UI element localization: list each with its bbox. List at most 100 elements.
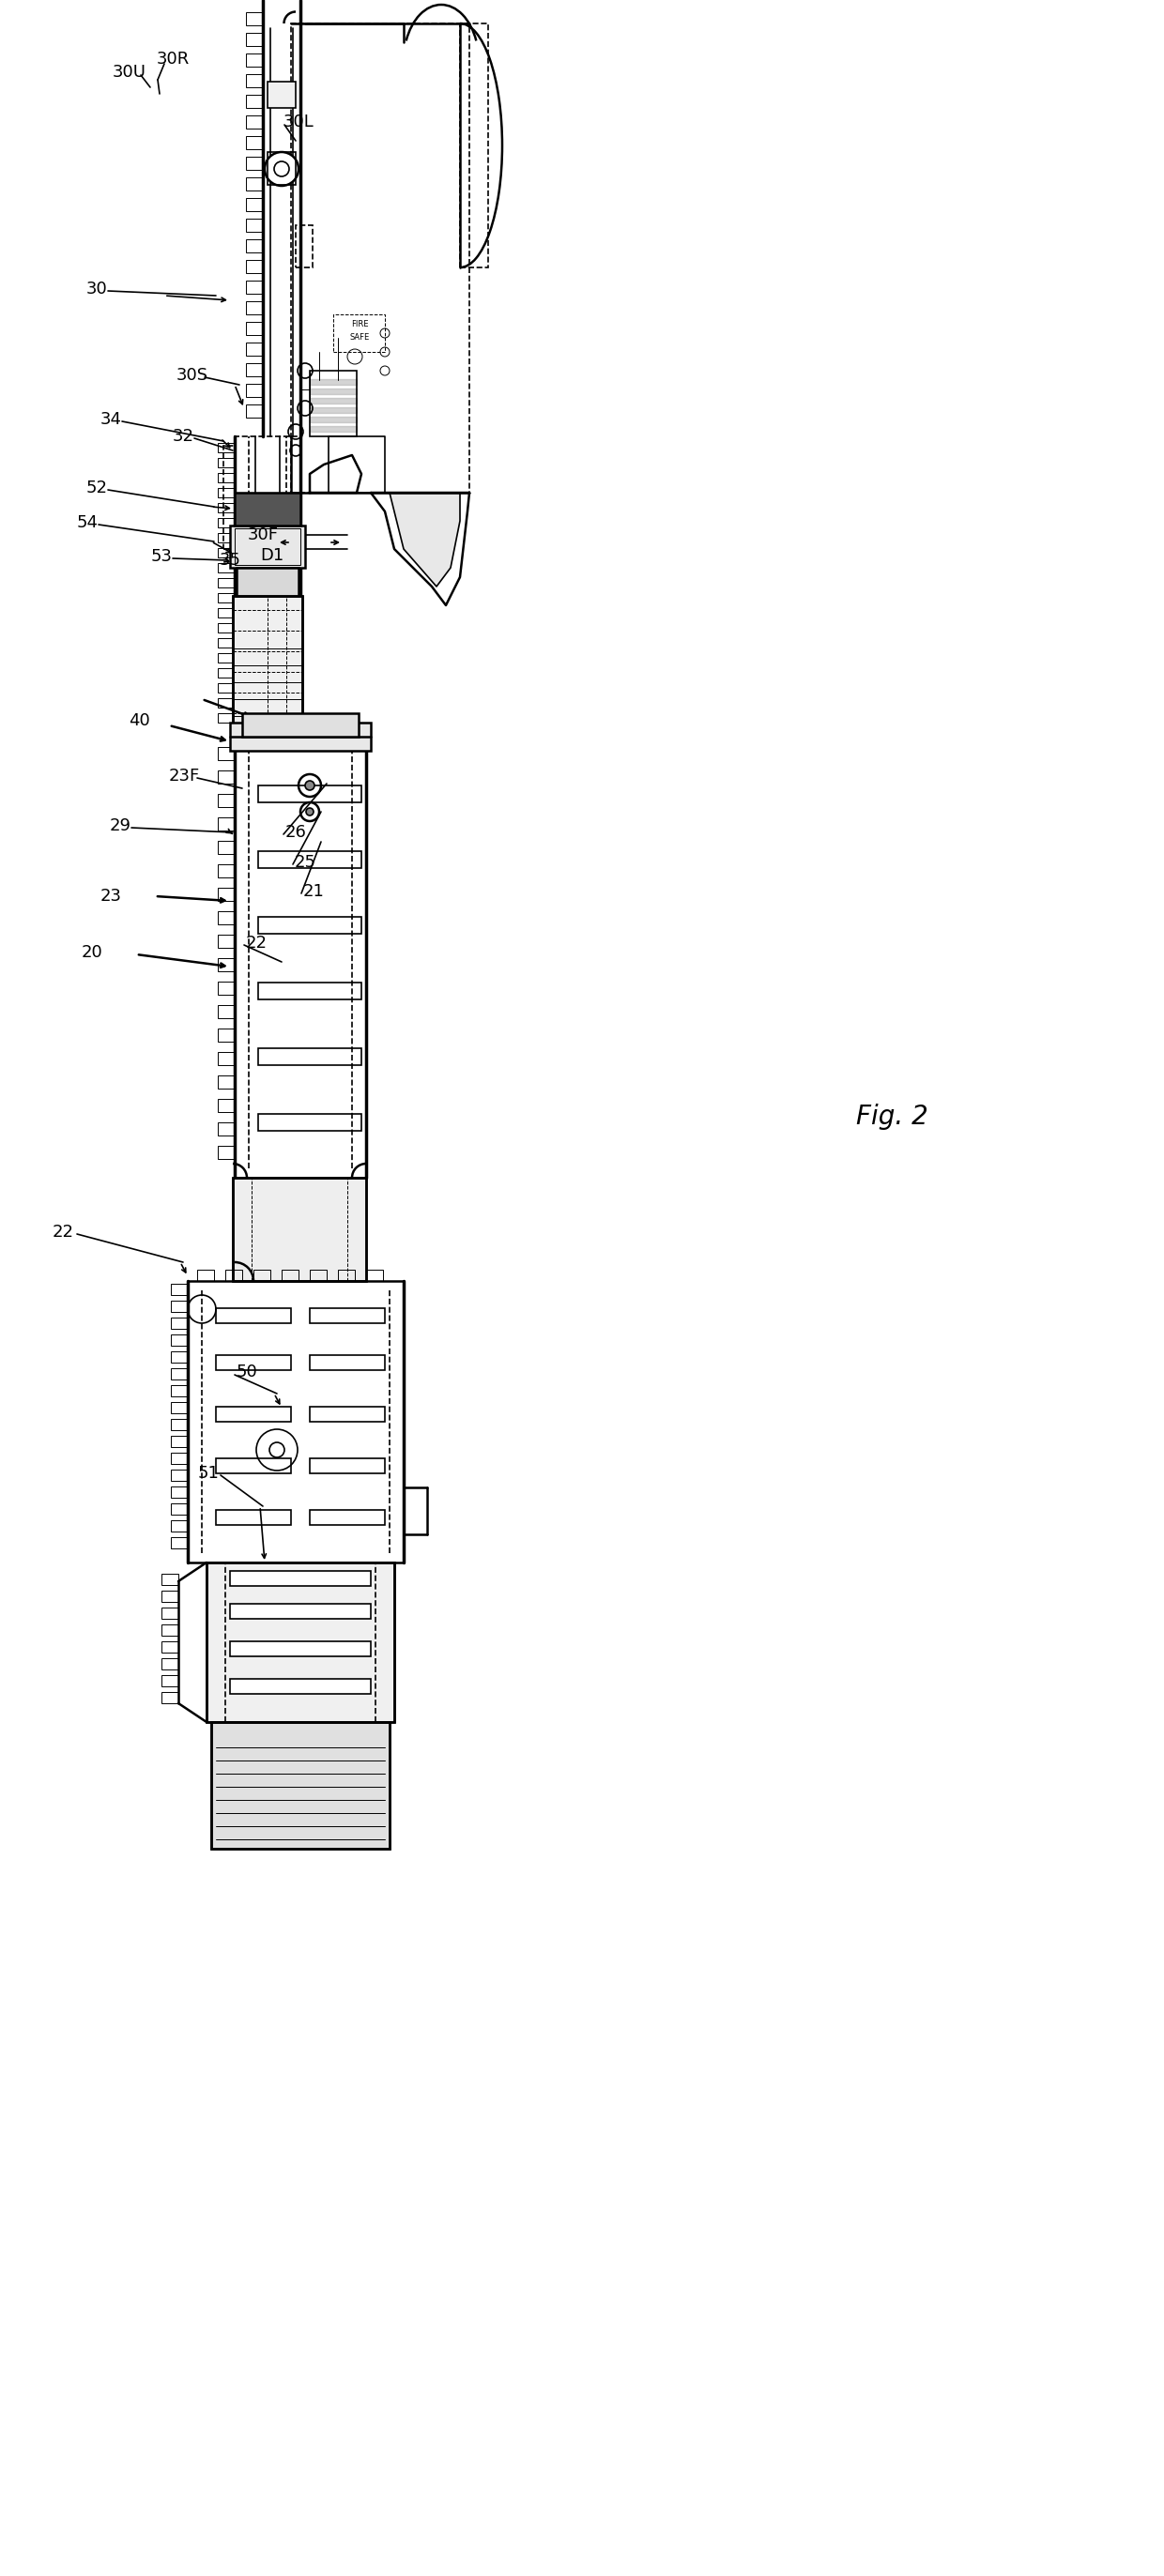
Bar (233, 1177, 367, 1280)
Bar (171, 1453, 187, 1463)
Text: 30F: 30F (247, 526, 278, 544)
Bar (215, 1355, 291, 1370)
Bar (310, 1355, 385, 1370)
Bar (218, 1146, 235, 1159)
Text: 20: 20 (81, 943, 102, 961)
Bar (268, 152, 296, 185)
Bar (171, 1435, 187, 1448)
Polygon shape (390, 492, 460, 587)
Circle shape (305, 781, 314, 791)
Bar (218, 1005, 235, 1018)
Bar (218, 889, 235, 902)
Bar (246, 137, 263, 149)
Bar (282, 1270, 298, 1280)
Bar (218, 698, 235, 708)
Bar (206, 1564, 395, 1721)
Bar (246, 281, 263, 294)
Bar (258, 786, 361, 801)
Bar (206, 1564, 395, 1721)
Bar (338, 1270, 355, 1280)
Bar (218, 654, 235, 662)
Text: Fig. 2: Fig. 2 (856, 1103, 928, 1131)
Bar (218, 502, 235, 513)
Bar (310, 1309, 385, 1324)
Text: 29: 29 (109, 817, 130, 835)
Bar (218, 770, 235, 783)
Bar (268, 82, 296, 108)
Bar (171, 1386, 187, 1396)
Bar (171, 1504, 187, 1515)
Text: 23F: 23F (169, 768, 199, 786)
Bar (218, 817, 235, 829)
Text: 26: 26 (285, 824, 306, 840)
Bar (218, 487, 235, 497)
Bar (246, 13, 263, 26)
Bar (226, 1270, 242, 1280)
Bar (233, 1177, 367, 1280)
Bar (162, 1659, 178, 1669)
Bar (171, 1538, 187, 1548)
Bar (230, 1571, 371, 1587)
Polygon shape (310, 417, 356, 422)
Bar (242, 714, 359, 737)
Text: 32: 32 (172, 428, 194, 446)
Bar (333, 314, 385, 353)
Bar (171, 1301, 187, 1311)
Bar (310, 1458, 385, 1473)
Text: 40: 40 (128, 714, 150, 729)
Bar (218, 958, 235, 971)
Bar (162, 1674, 178, 1687)
Bar (211, 1721, 390, 1850)
Bar (218, 443, 235, 453)
Bar (171, 1316, 187, 1329)
Bar (218, 981, 235, 994)
Text: FIRE: FIRE (350, 319, 368, 327)
Bar (258, 981, 361, 999)
Bar (211, 1721, 390, 1850)
Bar (246, 301, 263, 314)
Bar (246, 75, 263, 88)
Bar (197, 1270, 214, 1280)
Bar (162, 1607, 178, 1618)
Bar (218, 1028, 235, 1041)
Bar (258, 1048, 361, 1064)
Bar (233, 595, 303, 726)
Bar (218, 866, 235, 878)
Text: 30S: 30S (177, 366, 208, 384)
Bar (291, 23, 469, 492)
Bar (171, 1352, 187, 1363)
Bar (258, 917, 361, 933)
Bar (230, 724, 371, 750)
Text: 34: 34 (100, 412, 121, 428)
Bar (218, 935, 235, 948)
Bar (218, 793, 235, 806)
Polygon shape (310, 389, 356, 394)
Bar (218, 577, 235, 587)
Text: 25: 25 (294, 855, 315, 871)
Bar (246, 240, 263, 252)
Bar (246, 219, 263, 232)
Bar (296, 224, 313, 268)
Bar (310, 371, 356, 435)
Bar (162, 1589, 178, 1602)
Text: 22: 22 (52, 1224, 73, 1242)
Bar (218, 912, 235, 925)
Bar (235, 435, 300, 559)
Bar (230, 526, 305, 567)
Text: 35: 35 (219, 551, 241, 569)
Bar (236, 567, 298, 595)
Polygon shape (310, 397, 356, 404)
Bar (246, 157, 263, 170)
Bar (171, 1486, 187, 1497)
Bar (171, 1419, 187, 1430)
Bar (233, 595, 303, 726)
Text: 30U: 30U (113, 64, 147, 80)
Polygon shape (235, 492, 300, 526)
Text: 30L: 30L (283, 113, 314, 131)
Bar (218, 683, 235, 693)
Bar (230, 1641, 371, 1656)
Bar (218, 608, 235, 618)
Bar (171, 1468, 187, 1481)
Bar (162, 1641, 178, 1654)
Text: 53: 53 (150, 549, 172, 564)
